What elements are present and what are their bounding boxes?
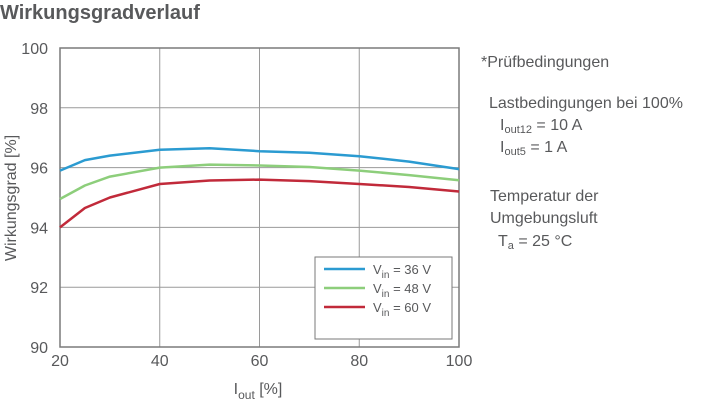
legend-label-48v: Vin = 48 V (373, 281, 431, 300)
test-conditions-heading: *Prüfbedingungen (481, 54, 610, 71)
series-line-48v (59, 163, 460, 201)
x-tick-labels: 20 40 60 80 100 (51, 353, 472, 370)
x-tick-label: 20 (51, 353, 69, 370)
ambient-temperature-condition: Ta = 25 °C (498, 233, 573, 252)
series-line-36v (59, 146, 460, 172)
series-line-60v (59, 178, 460, 229)
y-tick-labels: 90 92 94 96 98 100 (21, 41, 48, 357)
x-tick-label: 100 (446, 353, 473, 370)
legend-label-60v: Vin = 60 V (373, 300, 431, 319)
x-axis-label: Iout [%] (234, 381, 283, 400)
y-tick-label: 94 (30, 220, 48, 237)
iout12-condition: Iout12 = 10 A (500, 117, 583, 136)
legend: Vin = 36 V Vin = 48 V Vin = 60 V (314, 256, 453, 340)
plot-frame (59, 47, 460, 348)
chart-title: Wirkungsgradverlauf (0, 2, 200, 24)
series-lines (59, 146, 460, 229)
x-tick-label: 40 (151, 353, 169, 370)
legend-label-36v: Vin = 36 V (373, 262, 431, 281)
iout5-condition: Iout5 = 1 A (500, 139, 568, 158)
y-axis-label: Wirkungsgrad [%] (3, 135, 20, 261)
temperature-title-line2: Umgebungsluft (490, 210, 598, 227)
load-conditions-title: Lastbedingungen bei 100% (489, 95, 683, 112)
y-tick-label: 90 (30, 340, 48, 357)
y-tick-label: 92 (30, 280, 48, 297)
x-tick-label: 80 (350, 353, 368, 370)
y-tick-label: 96 (30, 161, 48, 178)
x-tick-label: 60 (251, 353, 269, 370)
temperature-title-line1: Temperatur der (490, 188, 599, 205)
y-tick-label: 100 (21, 41, 48, 58)
legend-box (314, 256, 453, 340)
y-tick-label: 98 (30, 101, 48, 118)
